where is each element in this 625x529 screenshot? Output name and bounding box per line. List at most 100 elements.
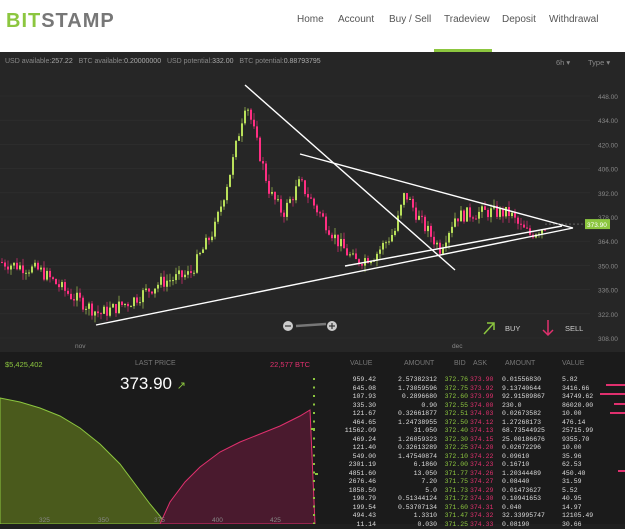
book-cell: 0.10941653 [502, 495, 554, 504]
candle [523, 225, 525, 228]
candle [115, 304, 117, 313]
interval-dropdown[interactable]: 6h ▾ [556, 58, 570, 67]
book-cell: 5.52 [562, 487, 602, 496]
candle [1, 262, 3, 263]
book-cell: 374.15 [470, 436, 496, 445]
depth-x-tick: 400 [212, 517, 223, 524]
col-value: VALUE [350, 360, 372, 367]
book-cell: 31.59 [562, 478, 602, 487]
book-cell: 0.32613289 [385, 444, 437, 453]
depth-volume-bar [315, 473, 318, 475]
nav-buy-sell[interactable]: Buy / Sell [389, 14, 431, 25]
candle [34, 263, 36, 267]
bid-depth-tick [313, 438, 315, 440]
candle [136, 297, 138, 302]
nav-account[interactable]: Account [338, 14, 374, 25]
nav-deposit[interactable]: Deposit [502, 14, 536, 25]
candle [403, 193, 405, 205]
bid-depth-tick [313, 463, 315, 465]
book-cell: 11562.09 [340, 427, 376, 436]
book-cell: 34749.62 [562, 393, 602, 402]
candlestick-chart[interactable]: 448.00434.00420.00406.00392.00378.00364.… [0, 52, 625, 352]
book-cell: 372.60 [442, 393, 468, 402]
book-cell: 374.13 [470, 427, 496, 436]
candle [463, 211, 465, 222]
candle [241, 123, 243, 136]
x-tick-label: nov [75, 343, 86, 350]
candle [274, 192, 276, 200]
candle [304, 180, 306, 194]
nav-withdrawal[interactable]: Withdrawal [549, 14, 598, 25]
book-cell: 335.30 [340, 402, 376, 411]
candle [301, 179, 303, 180]
y-tick-label: 434.00 [598, 118, 618, 125]
candle [256, 126, 258, 137]
col-ask: ASK [473, 360, 487, 367]
candle [31, 266, 33, 272]
candle [139, 302, 141, 303]
book-cell: 86020.00 [562, 402, 602, 411]
book-cell: 12105.49 [562, 512, 602, 521]
candle [409, 199, 411, 200]
candle [88, 304, 90, 309]
book-cell: 3416.66 [562, 385, 602, 394]
candle [352, 253, 354, 254]
candle [232, 157, 234, 175]
book-cell: 92.91589867 [502, 393, 554, 402]
candle [187, 271, 189, 275]
book-cell: 199.54 [340, 504, 376, 513]
candle [427, 226, 429, 231]
book-cell: 1.27268173 [502, 419, 554, 428]
account-status: USD available:257.22 BTC available:0.200… [5, 58, 321, 65]
y-tick-label: 420.00 [598, 142, 618, 149]
candle [319, 212, 321, 213]
bid-depth-tick [313, 412, 315, 414]
book-cell: 372.40 [442, 427, 468, 436]
candle [520, 224, 522, 225]
candle [460, 211, 462, 222]
book-cell: 121.67 [340, 410, 376, 419]
book-cell: 373.90 [470, 376, 496, 385]
bid-depth-tick [313, 455, 315, 457]
sell-button[interactable]: SELL [565, 324, 583, 333]
candle [211, 237, 213, 240]
candle [181, 270, 183, 277]
book-cell: 374.32 [470, 512, 496, 521]
candle [157, 285, 159, 289]
candle [418, 216, 420, 220]
x-tick-label: dec [452, 343, 463, 350]
book-cell: 0.02672296 [502, 444, 554, 453]
candle [235, 141, 237, 157]
candle [334, 235, 336, 238]
bitstamp-logo[interactable]: BITSTAMP [6, 10, 115, 33]
chart-type-dropdown[interactable]: Type ▾ [588, 58, 610, 67]
candle [73, 299, 75, 300]
candle [259, 138, 261, 161]
book-cell: 373.99 [470, 393, 496, 402]
candle [253, 120, 255, 127]
nav-home[interactable]: Home [297, 14, 324, 25]
book-cell: 25.00186676 [502, 436, 554, 445]
bid-depth-tick [313, 472, 315, 474]
book-cell: 371.60 [442, 504, 468, 513]
candle [124, 304, 126, 305]
buy-button[interactable]: BUY [505, 324, 520, 333]
candle [85, 309, 87, 310]
candle [46, 271, 48, 280]
book-cell: 1.26059323 [385, 436, 437, 445]
candle [178, 270, 180, 274]
depth-volume-bar [606, 384, 625, 386]
candle [451, 227, 453, 233]
candle [244, 111, 246, 124]
candle [13, 263, 15, 266]
nav-tradeview[interactable]: Tradeview [444, 14, 490, 25]
candle [340, 239, 342, 246]
candle [436, 243, 438, 245]
trend-line [345, 226, 562, 266]
candle [490, 208, 492, 217]
bid-depth-tick [313, 489, 315, 491]
bid-depth-tick [313, 404, 315, 406]
candle [322, 213, 324, 216]
